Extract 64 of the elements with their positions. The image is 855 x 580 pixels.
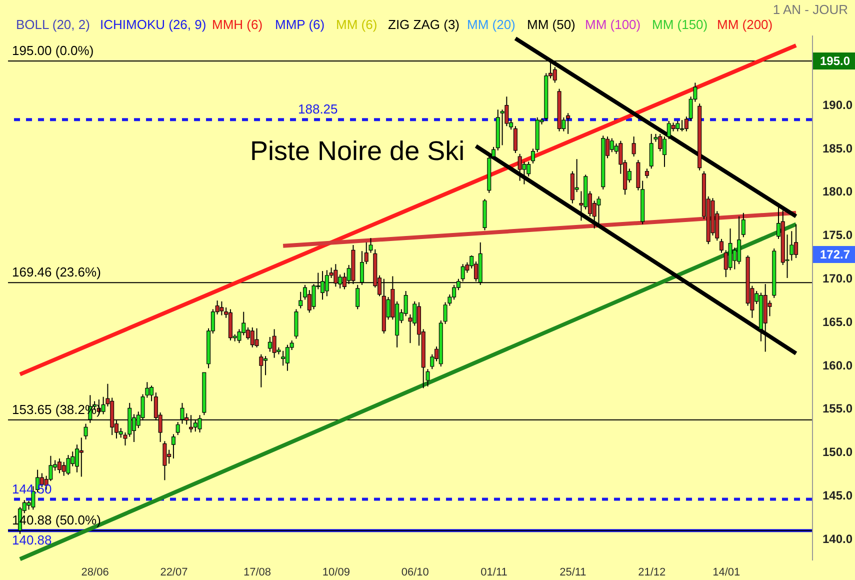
candlestick <box>552 66 557 84</box>
candlestick <box>632 136 636 157</box>
x-tick-label: 28/06 <box>81 566 109 578</box>
text: MM (50) <box>527 17 576 32</box>
candlestick <box>596 196 601 226</box>
candlestick <box>272 328 276 358</box>
text: 1 AN - JOUR <box>772 2 848 17</box>
text: MM (20) <box>467 17 516 32</box>
candlestick <box>356 284 360 310</box>
candlestick <box>281 350 286 366</box>
y-tick-label: 165.0 <box>822 314 853 329</box>
candlestick <box>220 300 224 316</box>
candlestick <box>720 238 724 254</box>
text: 172.7 <box>820 248 850 262</box>
candlestick <box>404 290 408 317</box>
text: BOLL (20, 2) <box>16 17 90 32</box>
y-tick-label: 140.0 <box>822 532 853 546</box>
candlestick <box>66 454 70 476</box>
text: MM (100) <box>585 17 641 32</box>
x-tick-label: 14/01 <box>712 566 740 578</box>
candlestick <box>254 328 259 348</box>
y-tick-label: 150.0 <box>822 445 853 460</box>
y-tick-label: 190.0 <box>822 98 853 112</box>
text: MM (200) <box>717 17 773 32</box>
candlestick <box>644 168 649 179</box>
x-tick-label: 17/08 <box>244 566 272 578</box>
candlestick <box>684 116 688 132</box>
candlestick <box>298 291 303 309</box>
candlestick <box>518 153 522 182</box>
y-tick-label: 145.0 <box>822 488 853 502</box>
y-tick-label: 180.0 <box>822 184 853 199</box>
x-tick-label: 22/07 <box>160 566 188 578</box>
x-tick-label: 10/09 <box>322 566 350 578</box>
candlestick <box>741 212 746 238</box>
x-tick-label: 06/10 <box>401 566 429 578</box>
x-tick-label: 25/11 <box>560 566 586 578</box>
text: MM (6) <box>336 17 378 32</box>
text: MM (150) <box>652 17 708 32</box>
candlestick <box>162 440 167 481</box>
text: 195.0 <box>820 54 850 68</box>
ref-line-label: 188.25 <box>298 102 338 117</box>
candlestick <box>530 148 535 164</box>
y-tick-label: 170.0 <box>822 271 853 286</box>
candlestick <box>676 120 680 132</box>
ref-line-label: 195.00 (0.0%) <box>12 43 94 58</box>
candlestick <box>513 126 518 154</box>
y-tick-label: 175.0 <box>822 228 853 242</box>
text: MMP (6) <box>275 17 325 32</box>
candlestick <box>500 109 504 146</box>
ref-line-label: 140.88 <box>12 532 52 548</box>
candlestick <box>259 354 264 388</box>
x-tick-label: 21/12 <box>638 566 666 578</box>
y-tick-label: 185.0 <box>822 141 853 156</box>
candlestick <box>566 112 570 134</box>
y-tick-label: 155.0 <box>822 402 853 416</box>
candlestick <box>171 434 176 459</box>
x-tick-label: 01/11 <box>480 566 508 578</box>
text: ZIG ZAG (3) <box>388 17 460 32</box>
annotation: Piste Noire de Ski <box>250 136 465 166</box>
candlestick <box>84 423 88 440</box>
y-tick-label: 160.0 <box>822 358 853 372</box>
text: ICHIMOKU (26, 9) <box>100 17 206 32</box>
ref-line-label: 169.46 (23.6%) <box>12 264 101 280</box>
text: MMH (6) <box>212 17 263 32</box>
